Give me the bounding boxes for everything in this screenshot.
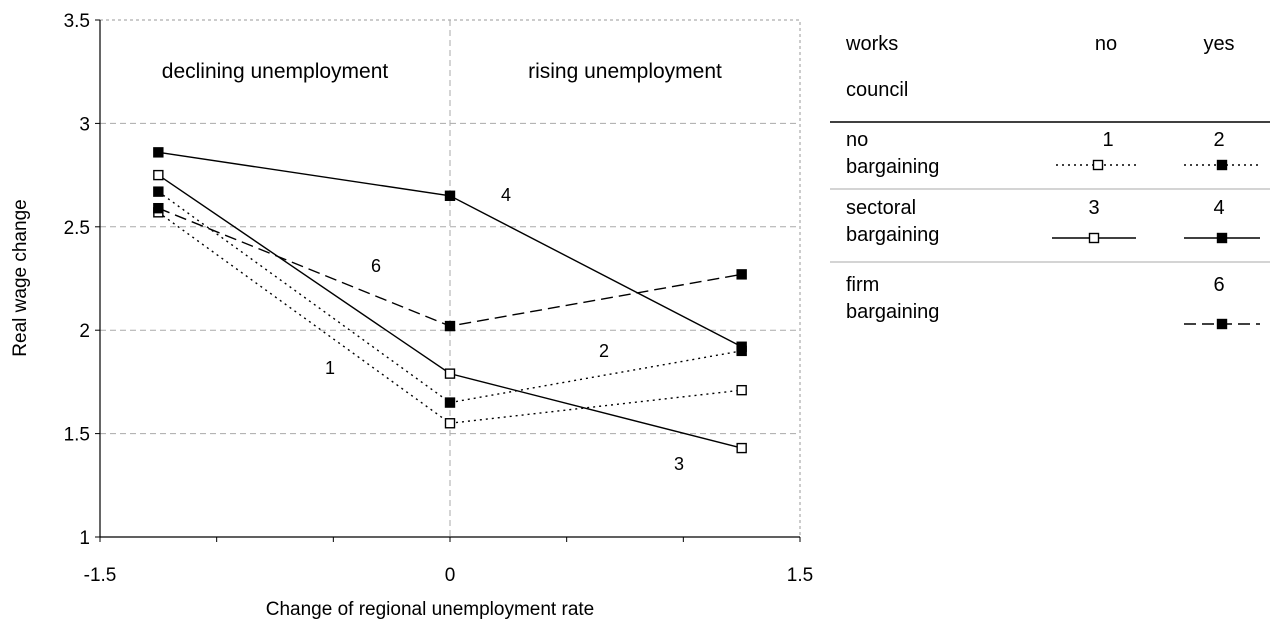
legend-column-no: no [1095, 33, 1117, 55]
x-tick-label: -1.5 [84, 565, 117, 586]
legend-entry-1-number: 1 [1102, 129, 1113, 151]
y-tick-label: 3.5 [64, 11, 90, 32]
data-point-series-3 [736, 442, 747, 454]
data-point-series-2 [444, 397, 456, 408]
data-point-series-4 [153, 147, 164, 158]
gridlines [100, 20, 800, 537]
legend-row-label-sectoral-line2: bargaining [846, 224, 939, 246]
legend-entry-6-number: 6 [1213, 274, 1224, 296]
series-labels: 1 2 3 4 6 [325, 185, 684, 474]
legend-header-title-line1: works [845, 33, 898, 55]
series-layer [153, 147, 747, 454]
data-point-series-6 [736, 269, 747, 280]
y-tick-label: 2.5 [64, 218, 90, 239]
x-tick-label: 0 [445, 565, 456, 586]
legend-swatch-marker-1 [1092, 159, 1104, 171]
x-axis-title: Change of regional unemployment rate [266, 599, 594, 620]
series-label-4: 4 [501, 185, 511, 205]
legend-column-yes: yes [1203, 33, 1234, 55]
series-label-6: 6 [371, 256, 381, 276]
data-point-series-4 [444, 190, 456, 201]
legend-header-title-line2: council [846, 79, 908, 101]
data-point-series-4 [736, 341, 747, 352]
legend-entry-2-number: 2 [1213, 129, 1224, 151]
legend-row-label-no-line1: no [846, 129, 868, 151]
data-point-series-2 [153, 186, 164, 197]
legend-swatch-marker-3 [1088, 232, 1100, 244]
plot-frame [99, 19, 801, 538]
legend-entry-4-number: 4 [1213, 197, 1224, 219]
y-tick-label: 1.5 [64, 425, 90, 446]
axis-titles: Change of regional unemployment rate Rea… [10, 199, 594, 620]
legend: works council no yes no bargaining 1 2 s… [830, 33, 1270, 330]
y-axis-title: Real wage change [10, 199, 31, 356]
legend-row-label-firm-line1: firm [846, 274, 879, 296]
x-tick-label: 1.5 [787, 565, 813, 586]
y-tick-label: 3 [79, 114, 90, 135]
y-tick-label: 1 [79, 528, 90, 549]
data-point-series-3 [153, 169, 164, 181]
legend-swatch-marker-2 [1216, 159, 1228, 171]
tick-labels: 1 1.5 2 2.5 3 3.5 -1.5 0 1.5 [64, 11, 814, 586]
y-tick-label: 2 [79, 321, 90, 342]
legend-row-label-firm-line2: bargaining [846, 301, 939, 323]
legend-row-label-sectoral-line1: sectoral [846, 197, 916, 219]
legend-row-label-no-line2: bargaining [846, 156, 939, 178]
data-point-series-6 [153, 202, 164, 214]
region-label-declining: declining unemployment [162, 60, 389, 83]
plot-area [99, 19, 801, 538]
series-label-3: 3 [674, 454, 684, 474]
legend-entry-3-number: 3 [1088, 197, 1099, 219]
data-point-series-6 [444, 320, 456, 332]
series-label-2: 2 [599, 341, 609, 361]
region-labels: declining unemployment rising unemployme… [162, 60, 722, 83]
data-point-series-1 [736, 384, 747, 396]
axes [95, 19, 801, 542]
data-point-series-1 [444, 418, 456, 429]
region-label-rising: rising unemployment [528, 60, 722, 83]
legend-swatch-marker-4 [1216, 232, 1228, 244]
data-point-series-3 [444, 368, 456, 379]
series-label-1: 1 [325, 358, 335, 378]
legend-swatches [1052, 159, 1260, 330]
legend-swatch-marker-6 [1216, 318, 1228, 330]
